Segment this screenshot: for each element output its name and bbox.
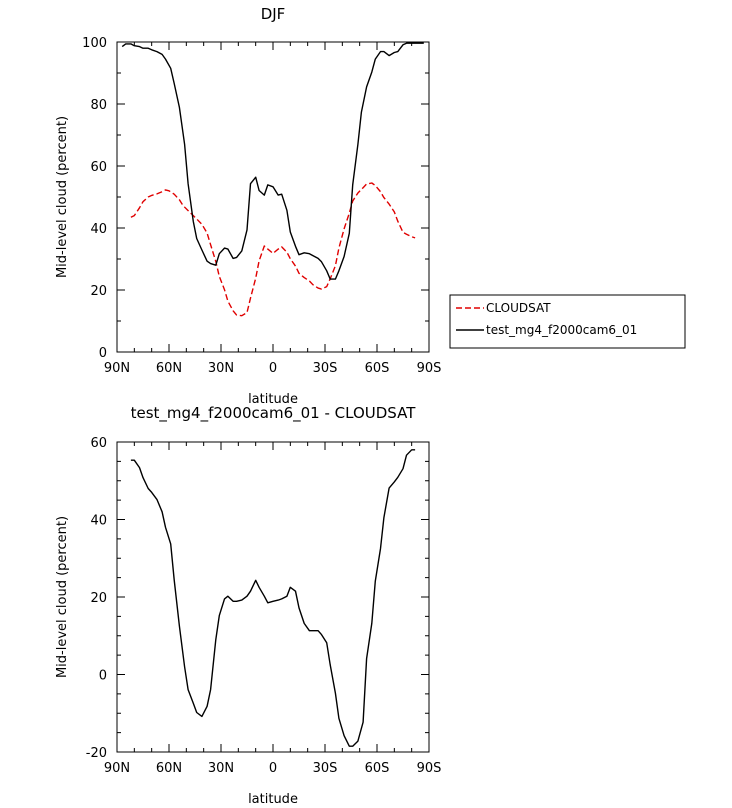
x-tick-label: 0 [269, 761, 277, 776]
x-tick-label: 0 [269, 361, 277, 376]
panel-title: DJF [261, 5, 286, 23]
legend-label-model: test_mg4_f2000cam6_01 [486, 323, 637, 337]
x-tick-label: 30S [313, 361, 338, 376]
x-axis-label: latitude [248, 792, 298, 807]
y-axis-label: Mid-level cloud (percent) [55, 516, 70, 678]
x-tick-label: 90S [417, 361, 442, 376]
x-axis-label: latitude [248, 392, 298, 407]
x-tick-label: 60S [365, 361, 390, 376]
plot-frame [116, 41, 430, 353]
panel-climatology: DJF Mid-level cloud (percent) latitude 9… [55, 5, 441, 407]
y-tick-label: 0 [99, 346, 107, 361]
y-tick-label: 40 [90, 222, 107, 237]
x-tick-label: 30N [208, 761, 234, 776]
x-tick-label: 60N [156, 361, 182, 376]
legend: CLOUDSAT test_mg4_f2000cam6_01 [449, 294, 686, 349]
x-tick-label: 60S [365, 761, 390, 776]
y-tick-label: 20 [90, 284, 107, 299]
axes: 90N 60N 30N 0 30S 60S 90S 0 20 40 60 80 100 [82, 36, 441, 376]
axes: 90N 60N 30N 0 30S 60S 90S -20 0 20 40 60 [86, 436, 442, 776]
panel-difference: test_mg4_f2000cam6_01 - CLOUDSAT Mid-lev… [55, 404, 441, 807]
series-line-cloudsat [130, 182, 416, 317]
y-tick-label: 60 [90, 160, 107, 175]
series-layer [121, 42, 424, 317]
y-tick-label: 100 [82, 36, 107, 51]
y-tick-label: 60 [90, 436, 107, 451]
plot-frame [116, 441, 430, 753]
y-tick-label: -20 [86, 746, 107, 761]
series-line-difference [130, 449, 416, 747]
x-tick-label: 90N [104, 761, 130, 776]
series-layer [130, 449, 416, 747]
legend-box [449, 294, 686, 349]
y-tick-label: 80 [90, 98, 107, 113]
x-tick-label: 60N [156, 761, 182, 776]
x-tick-label: 90N [104, 361, 130, 376]
x-tick-label: 30S [313, 761, 338, 776]
series-line-test-mg4-f2000cam6-01 [121, 42, 424, 280]
y-tick-label: 20 [90, 591, 107, 606]
y-axis-label: Mid-level cloud (percent) [55, 116, 70, 278]
x-tick-label: 30N [208, 361, 234, 376]
panel-title: test_mg4_f2000cam6_01 - CLOUDSAT [131, 404, 417, 423]
legend-label-cloudsat: CLOUDSAT [486, 301, 551, 315]
y-tick-label: 40 [90, 514, 107, 529]
y-tick-label: 0 [99, 669, 107, 684]
x-tick-label: 90S [417, 761, 442, 776]
